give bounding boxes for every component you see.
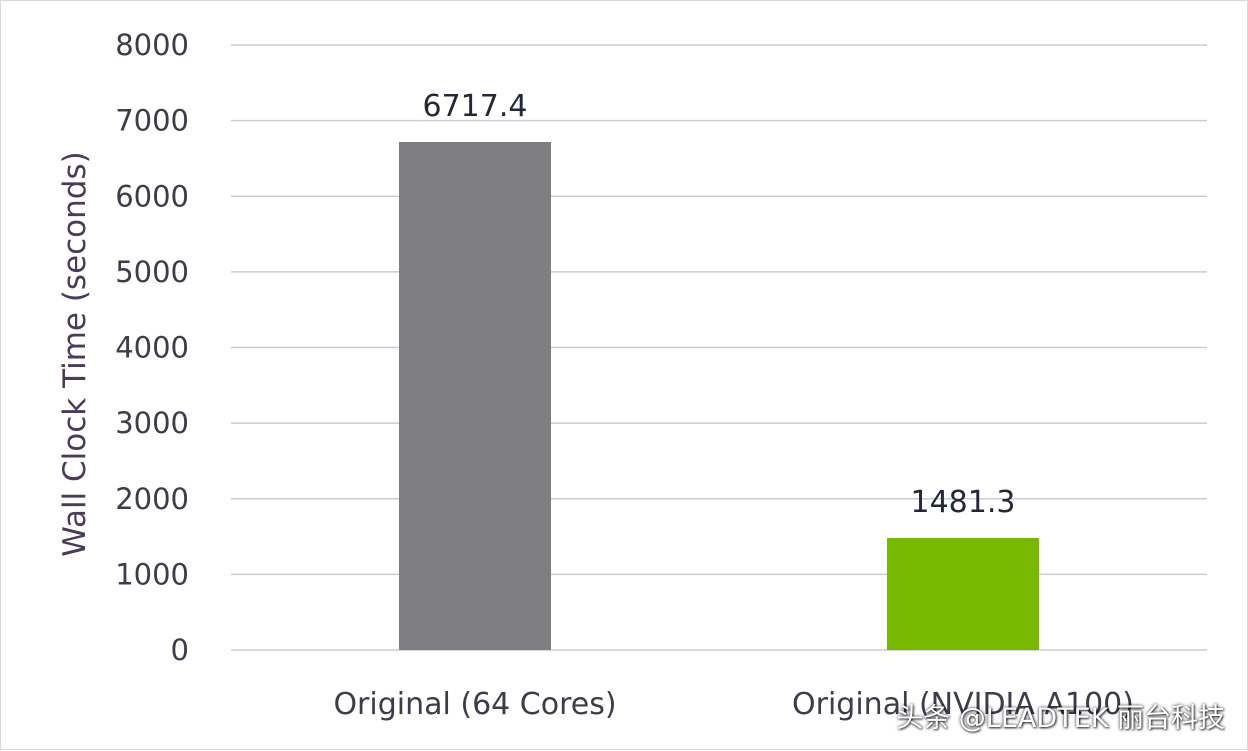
bar [399, 141, 551, 650]
data-label: 6717.4 [423, 89, 528, 124]
y-tick-label: 1000 [115, 557, 189, 591]
bar [887, 537, 1039, 650]
y-tick-label: 6000 [115, 179, 189, 213]
x-category-label: Original (64 Cores) [333, 687, 616, 722]
watermark-text: 头条 @LEADTEK 丽台科技 [896, 703, 1225, 734]
y-axis-title: Wall Clock Time (seconds) [57, 151, 93, 556]
data-labels: 6717.4 1481.3 [423, 89, 1016, 520]
y-tick-label: 8000 [115, 28, 189, 62]
y-tick-label: 3000 [115, 406, 189, 440]
y-tick-label: 7000 [115, 104, 189, 138]
grid-lines [231, 44, 1207, 651]
y-tick-label: 0 [171, 633, 189, 667]
x-axis-categories: Original (64 Cores) Original (NVIDIA A100… [333, 687, 1134, 722]
x-category-label: Original (NVIDIA A100) [792, 687, 1134, 722]
y-tick-label: 4000 [115, 331, 189, 365]
data-label: 1481.3 [911, 485, 1016, 520]
y-tick-label: 2000 [115, 482, 189, 516]
y-axis-ticks: 0 1000 2000 3000 4000 5000 6000 7000 8000 [115, 28, 189, 667]
bars [399, 141, 1039, 650]
y-tick-label: 5000 [115, 255, 189, 289]
